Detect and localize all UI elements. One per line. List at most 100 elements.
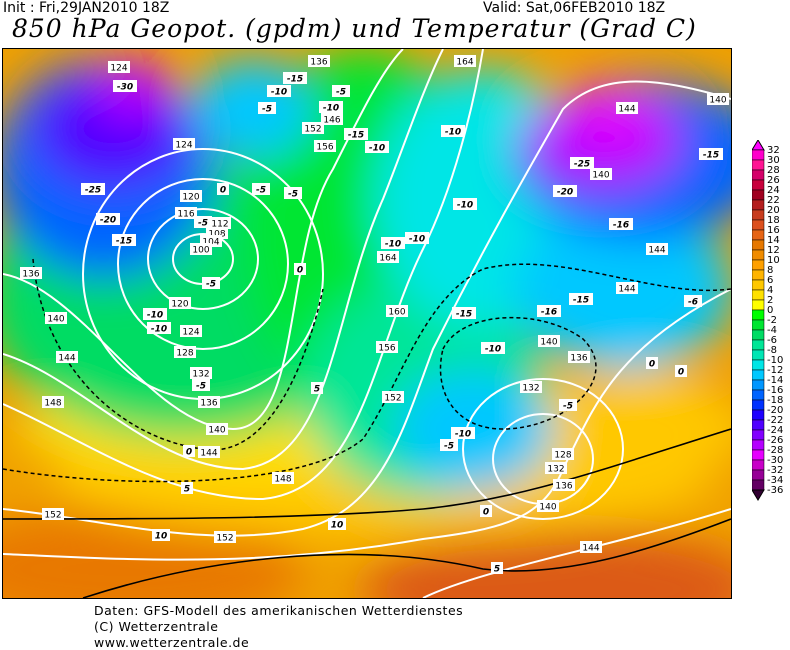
temperature-label: -10 xyxy=(143,308,167,321)
colorbar-swatch xyxy=(752,429,765,441)
geopotential-label: 140 xyxy=(707,93,729,106)
svg-text:140: 140 xyxy=(539,503,556,513)
colorbar-label: -28 xyxy=(767,445,783,456)
temperature-label: -10 xyxy=(453,198,477,211)
colorbar-label: -12 xyxy=(767,365,783,376)
temperature-label: 0 xyxy=(183,445,195,458)
svg-text:136: 136 xyxy=(200,399,217,409)
colorbar-label: 10 xyxy=(767,255,780,266)
temperature-label: -10 xyxy=(451,427,475,440)
colorbar-swatch xyxy=(752,439,765,451)
colorbar-swatch xyxy=(752,379,765,391)
svg-text:10: 10 xyxy=(331,521,344,531)
svg-text:5: 5 xyxy=(494,565,500,575)
map-title: 850 hPa Geopot. (gpdm) und Temperatur (G… xyxy=(12,14,697,43)
geopotential-label: 156 xyxy=(314,140,336,153)
colorbar-swatch xyxy=(752,299,765,311)
geopotential-label: 128 xyxy=(174,346,196,359)
colorbar-swatch xyxy=(752,329,765,341)
geopotential-label: 156 xyxy=(376,341,398,354)
colorbar-swatch xyxy=(752,339,765,351)
svg-text:-5: -5 xyxy=(563,402,573,412)
geopotential-label: 132 xyxy=(190,367,212,380)
geopotential-label: 112 xyxy=(209,217,231,230)
temperature-label: -5 xyxy=(332,85,350,98)
geopotential-label: 146 xyxy=(321,113,343,126)
geopotential-label: 124 xyxy=(180,325,202,338)
temperature-label: 5 xyxy=(311,382,323,395)
geopotential-label: 136 xyxy=(568,351,590,364)
svg-text:164: 164 xyxy=(456,58,473,68)
svg-text:144: 144 xyxy=(618,105,635,115)
svg-text:152: 152 xyxy=(384,394,401,404)
svg-text:-15: -15 xyxy=(287,75,303,85)
svg-text:0: 0 xyxy=(678,368,684,378)
init-time: Init : Fri,29JAN2010 18Z xyxy=(3,0,170,16)
svg-text:-6: -6 xyxy=(688,298,698,308)
colorbar-label: -10 xyxy=(767,355,783,366)
svg-text:146: 146 xyxy=(323,116,340,126)
temperature-label: -15 xyxy=(112,234,136,247)
svg-text:120: 120 xyxy=(182,193,199,203)
temperature-label: -30 xyxy=(113,80,137,93)
geopotential-label: 136 xyxy=(553,479,575,492)
colorbar-swatch xyxy=(752,219,765,231)
svg-text:-5: -5 xyxy=(288,190,298,200)
colorbar-label: 2 xyxy=(767,295,773,306)
footer-website[interactable]: www.wetterzentrale.de xyxy=(94,635,250,650)
geopotential-label: 152 xyxy=(302,122,324,135)
geopotential-label: 140 xyxy=(590,168,612,181)
geopotential-label: 144 xyxy=(616,102,638,115)
svg-text:144: 144 xyxy=(618,285,635,295)
temperature-label: 0 xyxy=(217,183,229,196)
temperature-label: -16 xyxy=(537,305,561,318)
svg-text:-15: -15 xyxy=(703,151,719,161)
svg-text:156: 156 xyxy=(378,344,395,354)
colorbar-label: 4 xyxy=(767,285,773,296)
geopotential-label: 160 xyxy=(386,305,408,318)
temperature-positive-contours xyxy=(3,428,731,598)
temperature-label: 10 xyxy=(328,518,346,531)
colorbar-label: -16 xyxy=(767,385,783,396)
svg-text:132: 132 xyxy=(192,370,209,380)
svg-text:0: 0 xyxy=(186,448,192,458)
svg-text:136: 136 xyxy=(22,270,39,280)
svg-text:-16: -16 xyxy=(613,221,629,231)
svg-text:0: 0 xyxy=(297,266,303,276)
svg-text:104: 104 xyxy=(202,238,219,248)
svg-text:148: 148 xyxy=(274,475,291,485)
svg-text:164: 164 xyxy=(379,254,396,264)
svg-text:140: 140 xyxy=(709,96,726,106)
temperature-label: 5 xyxy=(181,482,193,495)
temperature-label: -20 xyxy=(96,213,120,226)
temperature-label: 0 xyxy=(646,357,658,370)
svg-text:128: 128 xyxy=(176,349,193,359)
temperature-label: -10 xyxy=(319,101,343,114)
svg-text:-20: -20 xyxy=(557,188,573,198)
colorbar-swatch xyxy=(752,149,765,161)
colorbar-label: 22 xyxy=(767,195,780,206)
geopotential-label: 148 xyxy=(272,472,294,485)
temperature-label: -25 xyxy=(81,183,105,196)
temperature-label: -10 xyxy=(147,322,171,335)
colorbar-label: 32 xyxy=(767,145,780,156)
colorbar-swatch xyxy=(752,359,765,371)
temperature-label: -5 xyxy=(252,183,270,196)
svg-text:-5: -5 xyxy=(262,105,272,115)
geopotential-label: 152 xyxy=(382,391,404,404)
colorbar-swatch xyxy=(752,199,765,211)
colorbar-label: -30 xyxy=(767,455,783,466)
geopotential-label: 144 xyxy=(56,351,78,364)
temperature-label: -10 xyxy=(405,232,429,245)
geopotential-label: 140 xyxy=(538,335,560,348)
colorbar-swatch xyxy=(752,389,765,401)
svg-text:128: 128 xyxy=(554,451,571,461)
svg-text:152: 152 xyxy=(216,534,233,544)
svg-text:-16: -16 xyxy=(541,308,557,318)
temperature-label: 0 xyxy=(294,263,306,276)
svg-text:-10: -10 xyxy=(151,325,167,335)
temperature-label: -6 xyxy=(684,295,702,308)
geopotential-label: 132 xyxy=(545,462,567,475)
temperature-label: -5 xyxy=(202,277,220,290)
colorbar-label: -18 xyxy=(767,395,783,406)
